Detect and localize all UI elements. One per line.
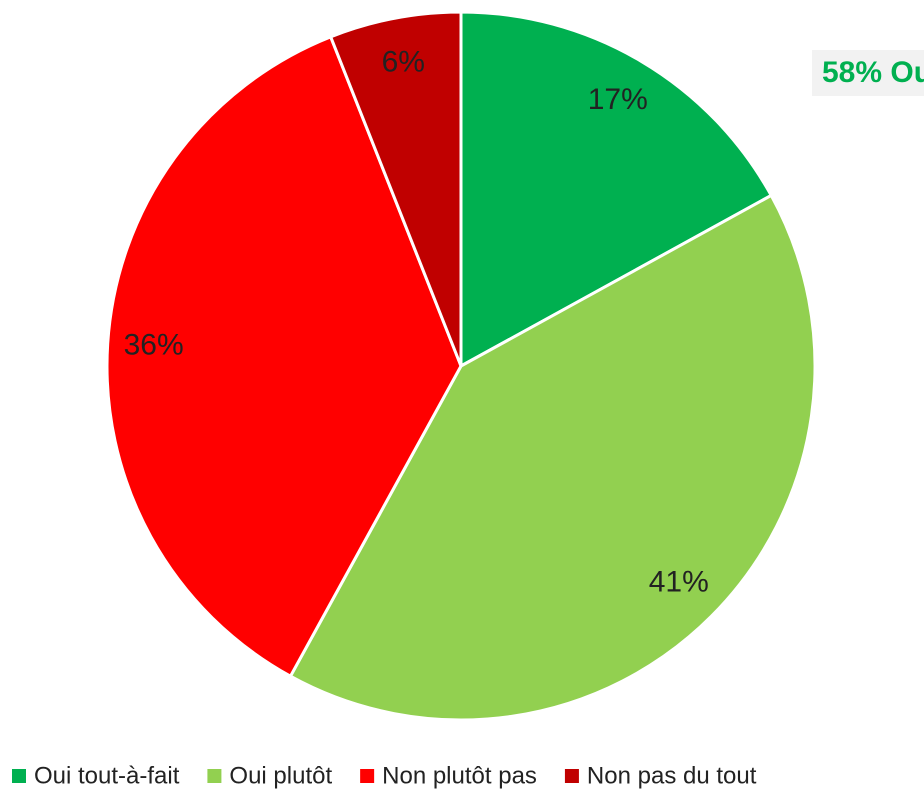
pie-slice xyxy=(288,193,817,722)
data-label: 17% xyxy=(588,83,648,116)
legend-label: Oui plutôt xyxy=(229,762,332,789)
data-label: 6% xyxy=(382,45,425,78)
legend-label: Non pas du tout xyxy=(587,762,757,789)
data-label: 36% xyxy=(124,329,184,362)
annotation-box xyxy=(812,50,924,96)
legend-label: Non plutôt pas xyxy=(382,762,537,789)
pie-slice xyxy=(459,10,774,369)
legend-swatch xyxy=(360,769,375,783)
pie-slice xyxy=(328,10,463,367)
pie-slice xyxy=(105,34,463,679)
legend-swatch xyxy=(564,769,579,783)
data-label: 41% xyxy=(649,566,709,599)
legend-swatch xyxy=(12,769,26,783)
annotation: 58% Oui xyxy=(822,56,924,89)
legend-swatch xyxy=(207,769,222,783)
legend-label: Oui tout-à-fait xyxy=(34,762,180,789)
